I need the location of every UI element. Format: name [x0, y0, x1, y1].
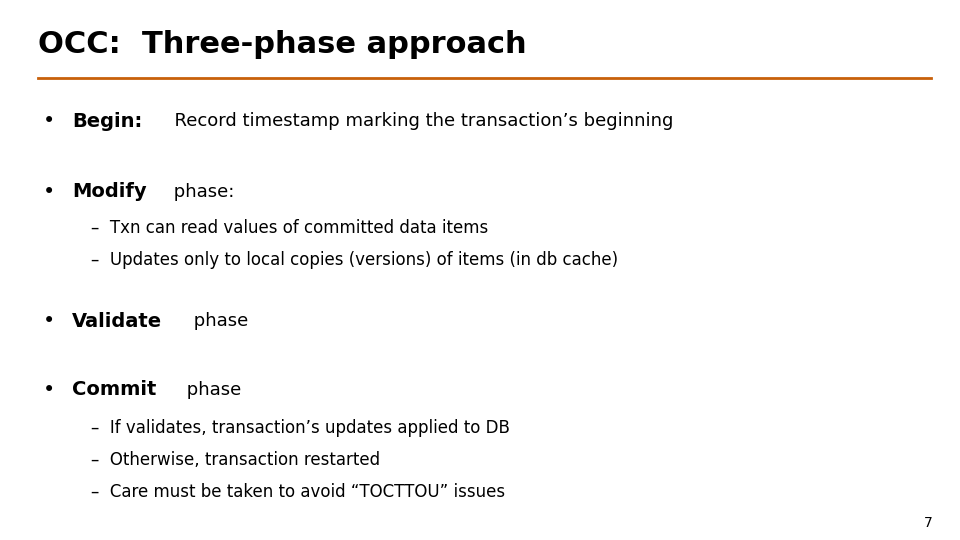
Text: Record timestamp marking the transaction’s beginning: Record timestamp marking the transaction…	[162, 112, 673, 131]
Text: 7: 7	[924, 516, 933, 530]
Text: –  Otherwise, transaction restarted: – Otherwise, transaction restarted	[91, 451, 380, 469]
Text: •: •	[43, 111, 56, 132]
Text: –  Care must be taken to avoid “TOCTTOU” issues: – Care must be taken to avoid “TOCTTOU” …	[91, 483, 505, 502]
Text: phase: phase	[180, 381, 241, 399]
Text: •: •	[43, 181, 56, 202]
Text: –  Updates only to local copies (versions) of items (in db cache): – Updates only to local copies (versions…	[91, 251, 618, 269]
Text: Modify: Modify	[72, 182, 147, 201]
Text: Begin:: Begin:	[72, 112, 142, 131]
Text: –  Txn can read values of committed data items: – Txn can read values of committed data …	[91, 219, 489, 238]
Text: –  If validates, transaction’s updates applied to DB: – If validates, transaction’s updates ap…	[91, 418, 510, 437]
Text: Validate: Validate	[72, 312, 162, 331]
Text: •: •	[43, 311, 56, 332]
Text: OCC:  Three-phase approach: OCC: Three-phase approach	[38, 30, 527, 59]
Text: phase:: phase:	[168, 183, 234, 201]
Text: •: •	[43, 380, 56, 400]
Text: phase: phase	[188, 312, 249, 330]
Text: Commit: Commit	[72, 380, 156, 400]
